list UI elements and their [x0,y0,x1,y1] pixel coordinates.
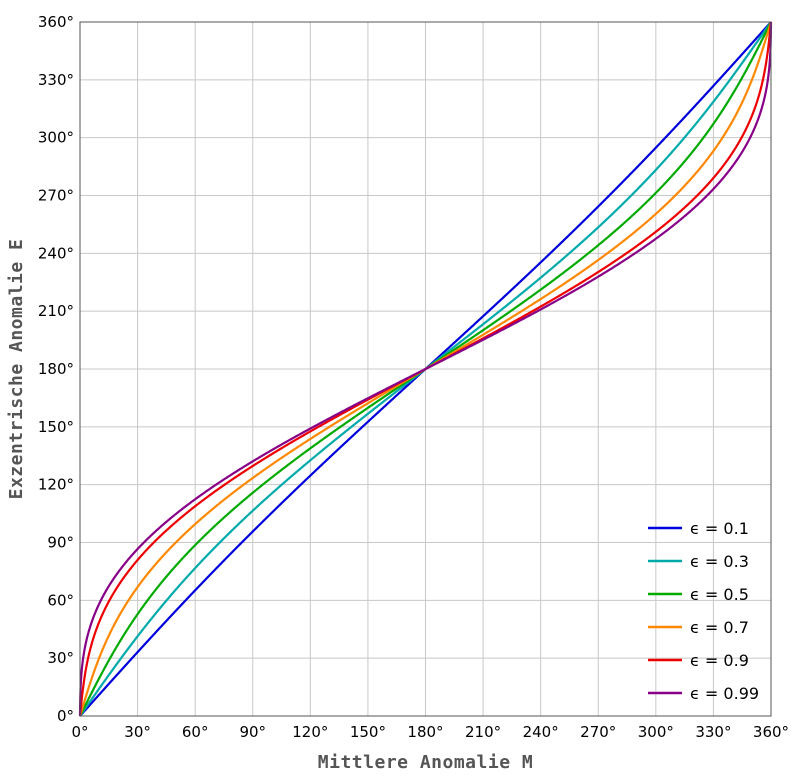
y-tick-label: 270° [38,187,74,205]
y-tick-label: 120° [38,476,74,494]
y-axis-label: Exzentrische Anomalie E [6,239,27,500]
x-tick-labels: 0° 30° 60° 90° 120° 150° 180° 210° 240° 270° 300° 3… [71,723,789,741]
legend: ϵ = 0.1 ϵ = 0.3 ϵ = 0.5 ϵ = 0.7 ϵ = 0.9 ϵ = 0… [648,519,759,703]
legend-entry-label: ϵ = 0.7 [690,618,749,637]
y-tick-label: 30° [47,649,74,667]
x-tick-label: 0° [71,723,88,741]
y-tick-label: 300° [38,129,74,147]
x-tick-label: 60° [182,723,209,741]
x-tick-label: 360° [753,723,789,741]
y-tick-label: 240° [38,244,74,262]
y-tick-label: 210° [38,302,74,320]
y-tick-label: 0° [57,707,74,725]
x-tick-label: 180° [407,723,443,741]
legend-entry-label: ϵ = 0.99 [690,684,759,703]
legend-entry-label: ϵ = 0.3 [690,552,749,571]
y-tick-label: 360° [38,13,74,31]
series-lines [78,21,773,717]
y-tick-label: 90° [47,534,74,552]
x-tick-label: 120° [292,723,328,741]
legend-entry-label: ϵ = 0.9 [690,651,749,670]
x-tick-label: 300° [638,723,674,741]
legend-entry-label: ϵ = 0.5 [690,585,749,604]
legend-entry-label: ϵ = 0.1 [690,519,749,538]
plot-frame [79,21,772,717]
x-tick-label: 210° [465,723,501,741]
x-tick-label: 150° [350,723,386,741]
x-tick-label: 240° [523,723,559,741]
y-tick-label: 60° [47,591,74,609]
y-tick-label: 330° [38,71,74,89]
series-line-5 [78,21,773,717]
y-tick-label: 180° [38,360,74,378]
x-tick-label: 90° [239,723,266,741]
x-axis-label: Mittlere Anomalie M [318,752,533,773]
x-tick-label: 330° [695,723,731,741]
x-tick-label: 30° [124,723,151,741]
x-tick-label: 270° [580,723,616,741]
y-tick-labels: 0° 30° 60° 90° 120° 150° 180° 210° 240° 270° 300° 3… [38,13,74,725]
y-tick-label: 150° [38,418,74,436]
